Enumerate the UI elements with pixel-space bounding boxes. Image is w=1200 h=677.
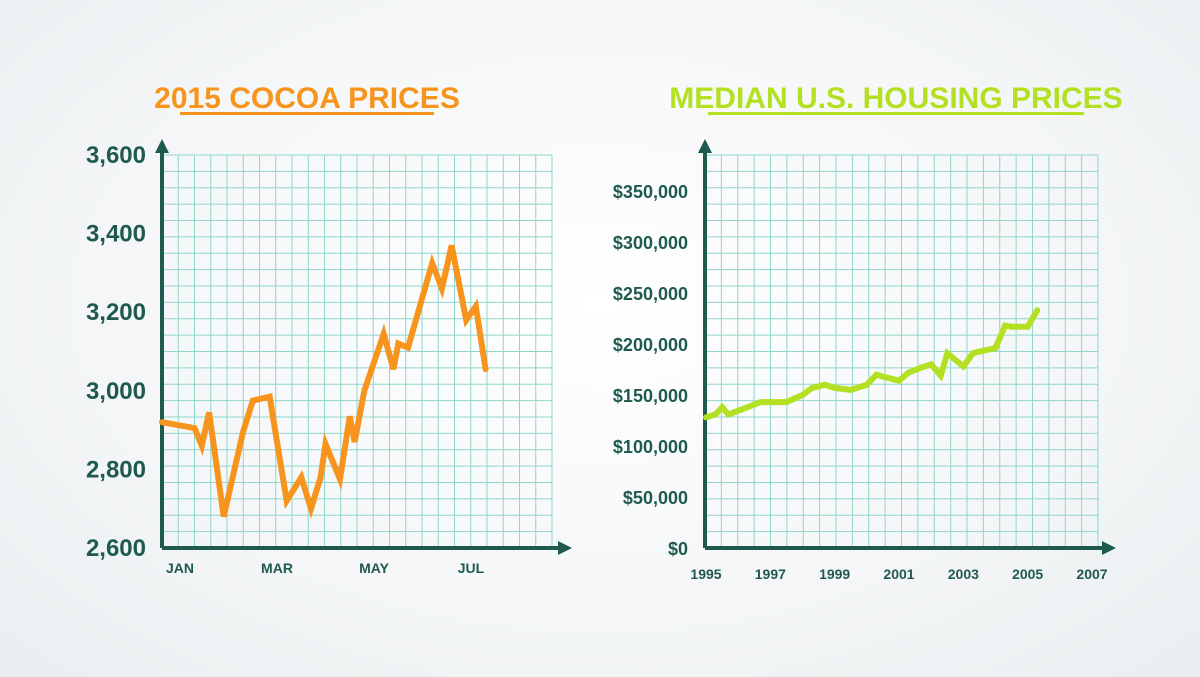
cocoa-x-ticks: JAN MAR MAY JUL <box>166 560 485 576</box>
y-axis-arrow <box>155 139 169 153</box>
cocoa-price-line <box>159 244 489 519</box>
cocoa-y-ticks: 2,600 2,800 3,000 3,200 3,400 3,600 <box>86 142 146 562</box>
y-tick-label: 3,200 <box>86 299 146 326</box>
x-tick-label: 2007 <box>1076 566 1107 582</box>
cocoa-chart-title: 2015 COCOA PRICES <box>154 82 460 115</box>
housing-chart: MEDIAN U.S. HOUSING PRICES $0 $50,000 $100… <box>613 82 1123 582</box>
y-tick-label: $150,000 <box>613 386 688 406</box>
y-tick-label: $300,000 <box>613 233 688 253</box>
x-tick-label: 2005 <box>1012 566 1043 582</box>
housing-y-ticks: $0 $50,000 $100,000 $150,000 $200,000 $250,00… <box>613 182 688 559</box>
y-tick-label: 3,600 <box>86 142 146 169</box>
x-axis-arrow <box>558 541 572 555</box>
housing-grid <box>704 154 1099 549</box>
y-axis-arrow <box>698 139 712 153</box>
x-tick-label: JAN <box>166 560 194 576</box>
y-tick-label: $0 <box>668 539 688 559</box>
y-tick-label: 3,000 <box>86 378 146 405</box>
cocoa-title-underline <box>180 112 434 115</box>
y-tick-label: $100,000 <box>613 437 688 457</box>
housing-price-line <box>703 307 1041 421</box>
x-tick-label: 1999 <box>819 566 850 582</box>
cocoa-axes <box>155 139 572 555</box>
housing-axes <box>698 139 1116 555</box>
y-tick-label: $250,000 <box>613 284 688 304</box>
x-tick-label: 1995 <box>690 566 721 582</box>
y-tick-label: 2,600 <box>86 535 146 562</box>
y-tick-label: 3,400 <box>86 221 146 248</box>
housing-x-ticks: 1995 1997 1999 2001 2003 2005 2007 <box>690 566 1107 582</box>
x-tick-label: MAY <box>359 560 389 576</box>
housing-chart-title: MEDIAN U.S. HOUSING PRICES <box>669 82 1122 115</box>
y-tick-label: $50,000 <box>623 488 688 508</box>
x-tick-label: 1997 <box>755 566 786 582</box>
x-tick-label: 2003 <box>948 566 979 582</box>
y-tick-label: $200,000 <box>613 335 688 355</box>
x-tick-label: MAR <box>261 560 293 576</box>
housing-title-underline <box>708 112 1084 115</box>
cocoa-chart: 2015 COCOA PRICES 2,600 2,800 3,000 3,200 3,… <box>86 82 572 576</box>
x-axis-arrow <box>1102 541 1116 555</box>
y-tick-label: 2,800 <box>86 456 146 483</box>
x-tick-label: JUL <box>458 560 485 576</box>
y-tick-label: $350,000 <box>613 182 688 202</box>
x-tick-label: 2001 <box>883 566 914 582</box>
